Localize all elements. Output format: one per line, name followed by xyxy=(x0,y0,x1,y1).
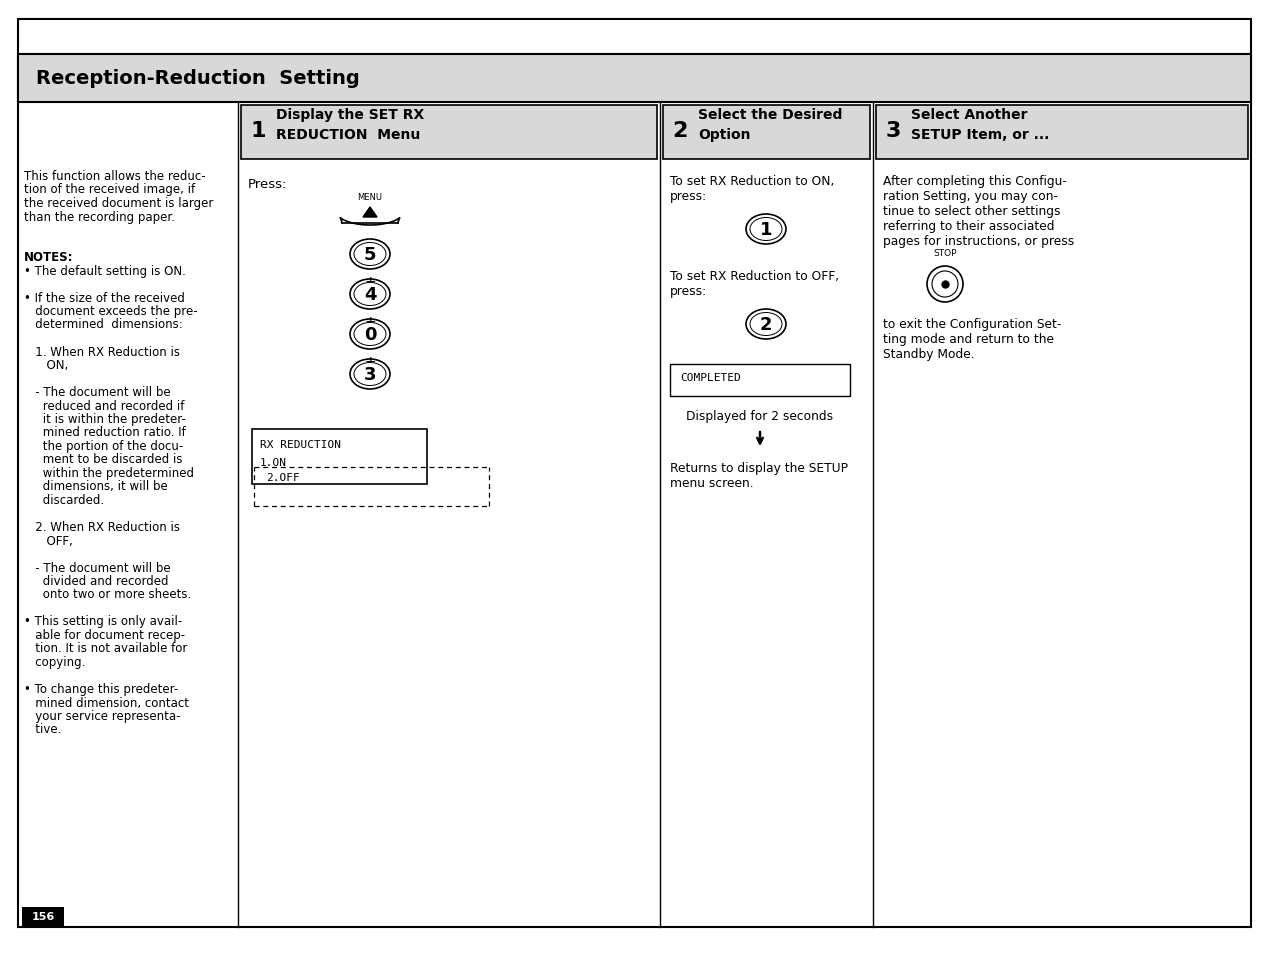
Text: 0: 0 xyxy=(364,326,376,344)
Text: • The default setting is ON.: • The default setting is ON. xyxy=(24,264,185,277)
Text: - The document will be: - The document will be xyxy=(24,561,170,574)
Ellipse shape xyxy=(350,280,390,310)
Text: Displayed for 2 seconds: Displayed for 2 seconds xyxy=(687,410,834,422)
Text: 4: 4 xyxy=(364,286,376,304)
Circle shape xyxy=(931,272,958,297)
Text: +: + xyxy=(364,314,376,329)
Text: OFF,: OFF, xyxy=(24,534,72,547)
Text: 2.OFF: 2.OFF xyxy=(266,473,299,482)
Text: 156: 156 xyxy=(32,911,55,921)
Text: Returns to display the SETUP: Returns to display the SETUP xyxy=(670,461,848,475)
Text: tinue to select other settings: tinue to select other settings xyxy=(883,205,1061,218)
FancyBboxPatch shape xyxy=(670,365,850,396)
Ellipse shape xyxy=(746,310,786,339)
Text: your service representa-: your service representa- xyxy=(24,709,180,722)
Text: tion of the received image, if: tion of the received image, if xyxy=(24,183,195,196)
Text: - The document will be: - The document will be xyxy=(24,386,170,398)
Text: Standby Mode.: Standby Mode. xyxy=(883,348,975,360)
Text: To set RX Reduction to ON,: To set RX Reduction to ON, xyxy=(670,174,835,188)
Text: the portion of the docu-: the portion of the docu- xyxy=(24,439,183,453)
Text: pages for instructions, or press: pages for instructions, or press xyxy=(883,234,1075,248)
Text: tion. It is not available for: tion. It is not available for xyxy=(24,641,188,655)
Text: onto two or more sheets.: onto two or more sheets. xyxy=(24,588,192,601)
Text: 1: 1 xyxy=(250,121,265,141)
Text: Display the SET RX
REDUCTION  Menu: Display the SET RX REDUCTION Menu xyxy=(275,108,424,142)
Text: +: + xyxy=(364,274,376,289)
Text: able for document recep-: able for document recep- xyxy=(24,628,185,641)
Text: Select Another
SETUP Item, or ...: Select Another SETUP Item, or ... xyxy=(911,108,1049,142)
FancyBboxPatch shape xyxy=(876,106,1247,160)
FancyBboxPatch shape xyxy=(18,55,1251,103)
Text: 3: 3 xyxy=(886,121,901,141)
FancyBboxPatch shape xyxy=(253,430,426,484)
Text: COMPLETED: COMPLETED xyxy=(680,373,741,382)
Text: MENU: MENU xyxy=(358,193,382,202)
FancyBboxPatch shape xyxy=(241,106,657,160)
Polygon shape xyxy=(363,208,377,218)
Text: document exceeds the pre-: document exceeds the pre- xyxy=(24,305,198,317)
Text: determined  dimensions:: determined dimensions: xyxy=(24,318,183,331)
Ellipse shape xyxy=(750,218,782,241)
Text: referring to their associated: referring to their associated xyxy=(883,220,1055,233)
Text: than the recording paper.: than the recording paper. xyxy=(24,211,175,223)
Ellipse shape xyxy=(350,319,390,350)
Text: Select the Desired
Option: Select the Desired Option xyxy=(698,108,843,142)
Text: 2: 2 xyxy=(673,121,688,141)
Ellipse shape xyxy=(350,359,390,390)
Text: NOTES:: NOTES: xyxy=(24,251,74,264)
Text: +: + xyxy=(364,240,376,253)
Ellipse shape xyxy=(354,283,386,306)
Text: menu screen.: menu screen. xyxy=(670,476,754,490)
Text: To set RX Reduction to OFF,: To set RX Reduction to OFF, xyxy=(670,270,839,283)
Text: discarded.: discarded. xyxy=(24,494,104,506)
Text: Press:: Press: xyxy=(247,178,287,191)
Text: • This setting is only avail-: • This setting is only avail- xyxy=(24,615,183,628)
Text: press:: press: xyxy=(670,190,707,203)
Text: dimensions, it will be: dimensions, it will be xyxy=(24,480,168,493)
Text: press:: press: xyxy=(670,285,707,297)
Text: ting mode and return to the: ting mode and return to the xyxy=(883,333,1055,346)
Text: divided and recorded: divided and recorded xyxy=(24,575,169,587)
Text: reduced and recorded if: reduced and recorded if xyxy=(24,399,184,412)
Text: mined reduction ratio. If: mined reduction ratio. If xyxy=(24,426,185,439)
Text: • If the size of the received: • If the size of the received xyxy=(24,292,185,304)
Text: 1: 1 xyxy=(760,221,773,239)
Text: +: + xyxy=(364,355,376,369)
Text: 2. When RX Reduction is: 2. When RX Reduction is xyxy=(24,520,180,534)
Ellipse shape xyxy=(750,314,782,336)
Text: ration Setting, you may con-: ration Setting, you may con- xyxy=(883,190,1058,203)
Text: ON,: ON, xyxy=(24,358,69,372)
Text: After completing this Configu-: After completing this Configu- xyxy=(883,174,1067,188)
Text: it is within the predeter-: it is within the predeter- xyxy=(24,413,185,426)
Text: • To change this predeter-: • To change this predeter- xyxy=(24,682,178,696)
FancyBboxPatch shape xyxy=(22,907,63,927)
Text: Reception-Reduction  Setting: Reception-Reduction Setting xyxy=(36,70,359,89)
Text: tive.: tive. xyxy=(24,722,61,736)
Text: 3: 3 xyxy=(364,366,376,384)
Text: copying.: copying. xyxy=(24,656,85,668)
Text: STOP: STOP xyxy=(933,249,957,257)
Text: 5: 5 xyxy=(364,246,376,264)
Text: 1.ON: 1.ON xyxy=(260,457,287,468)
Text: the received document is larger: the received document is larger xyxy=(24,196,213,210)
Text: to exit the Configuration Set-: to exit the Configuration Set- xyxy=(883,317,1061,331)
FancyBboxPatch shape xyxy=(18,20,1251,927)
FancyBboxPatch shape xyxy=(662,106,871,160)
Ellipse shape xyxy=(354,323,386,346)
Text: This function allows the reduc-: This function allows the reduc- xyxy=(24,170,206,183)
Ellipse shape xyxy=(746,214,786,245)
Text: ment to be discarded is: ment to be discarded is xyxy=(24,453,183,466)
Text: mined dimension, contact: mined dimension, contact xyxy=(24,696,189,709)
Text: RX REDUCTION: RX REDUCTION xyxy=(260,439,341,450)
Ellipse shape xyxy=(354,243,386,266)
Circle shape xyxy=(926,267,963,303)
Text: 1. When RX Reduction is: 1. When RX Reduction is xyxy=(24,345,180,358)
Ellipse shape xyxy=(354,363,386,386)
Text: within the predetermined: within the predetermined xyxy=(24,467,194,479)
Ellipse shape xyxy=(350,240,390,270)
Text: 2: 2 xyxy=(760,315,773,334)
